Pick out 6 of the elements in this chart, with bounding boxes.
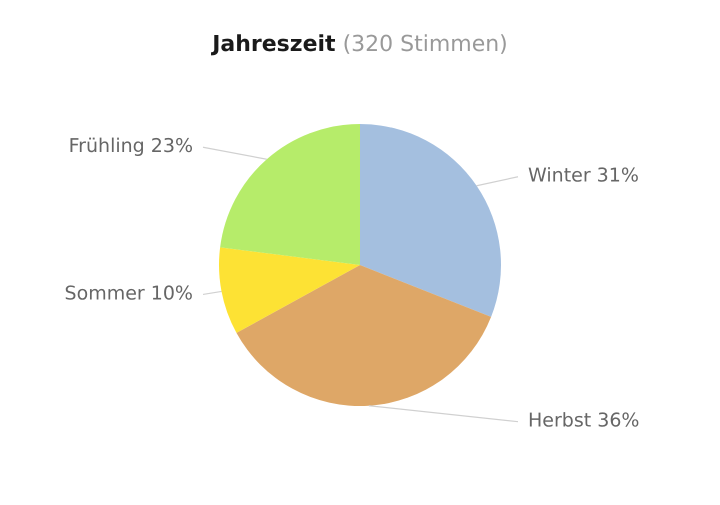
chart-subtitle: (320 Stimmen) — [342, 32, 508, 57]
slice-label: Frühling 23% — [68, 135, 193, 158]
slice-label: Herbst 36% — [528, 410, 640, 432]
slice-label: Sommer 10% — [64, 282, 193, 304]
slice-label: Winter 31% — [528, 164, 639, 187]
chart-title: Jahreszeit — [212, 32, 336, 57]
